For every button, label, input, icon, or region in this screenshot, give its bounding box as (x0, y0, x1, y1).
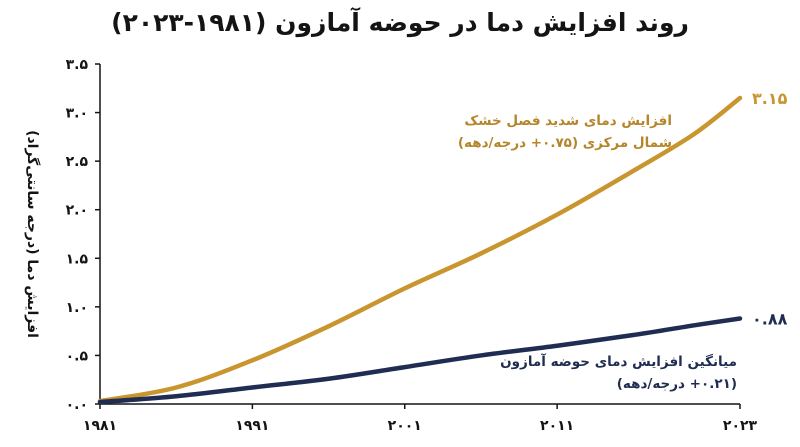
series-line-avg (97, 316, 743, 405)
y-tick-label: ۰.۵ (66, 348, 89, 364)
x-tick-label: ۲۰۰۱ (388, 418, 422, 434)
series-annotation-north: افزایش دمای شدید فصل خشک (464, 113, 672, 129)
y-tick-label: ۲.۰ (66, 203, 88, 219)
end-value-label-avg: ۰.۸۸ (752, 310, 788, 329)
y-tick-label: ۰.۰ (66, 397, 88, 413)
x-axis-ticks: ۱۹۸۱ ۱۹۹۱ ۲۰۰۱ ۲۰۱۱ ۲۰۲۳ (83, 404, 758, 434)
series-annotations: افزایش دمای شدید فصل خشک شمال مرکزی (۰.۷۵… (458, 113, 737, 392)
series-annotation-avg: (۰.۲۱+ درجه/دهه) (617, 376, 737, 392)
series-annotation-avg: میانگین افزایش دمای حوضه آمازون (500, 353, 737, 370)
x-tick-label: ۲۰۱۱ (540, 418, 574, 434)
x-tick-label: ۲۰۲۳ (723, 418, 758, 434)
y-tick-label: ۲.۵ (66, 154, 89, 170)
series-end-labels: ۳.۱۵ ۰.۸۸ (752, 89, 788, 329)
y-tick-label: ۳.۰ (66, 106, 88, 122)
series-lines (97, 95, 743, 405)
y-tick-label: ۱.۰ (66, 300, 88, 316)
series-line-north (97, 95, 743, 404)
series-annotation-north: شمال مرکزی (۰.۷۵+ درجه/دهه) (458, 135, 672, 151)
y-tick-label: ۱.۵ (66, 251, 89, 267)
x-tick-label: ۱۹۹۱ (235, 418, 269, 434)
chart-axes (99, 64, 740, 405)
chart-title: روند افزایش دما در حوضه آمازون (۱۹۸۱-۲۰۲… (111, 8, 689, 37)
y-axis-ticks: ۰.۰ ۰.۵ ۱.۰ ۱.۵ ۲.۰ ۲.۵ ۳.۰ ۳.۵ (66, 57, 100, 413)
x-tick-label: ۱۹۸۱ (83, 418, 117, 434)
y-axis-label: افزایش دما (درجه سانتی‌گراد) (24, 130, 41, 338)
y-tick-label: ۳.۵ (66, 57, 89, 73)
end-value-label-north: ۳.۱۵ (752, 89, 788, 108)
